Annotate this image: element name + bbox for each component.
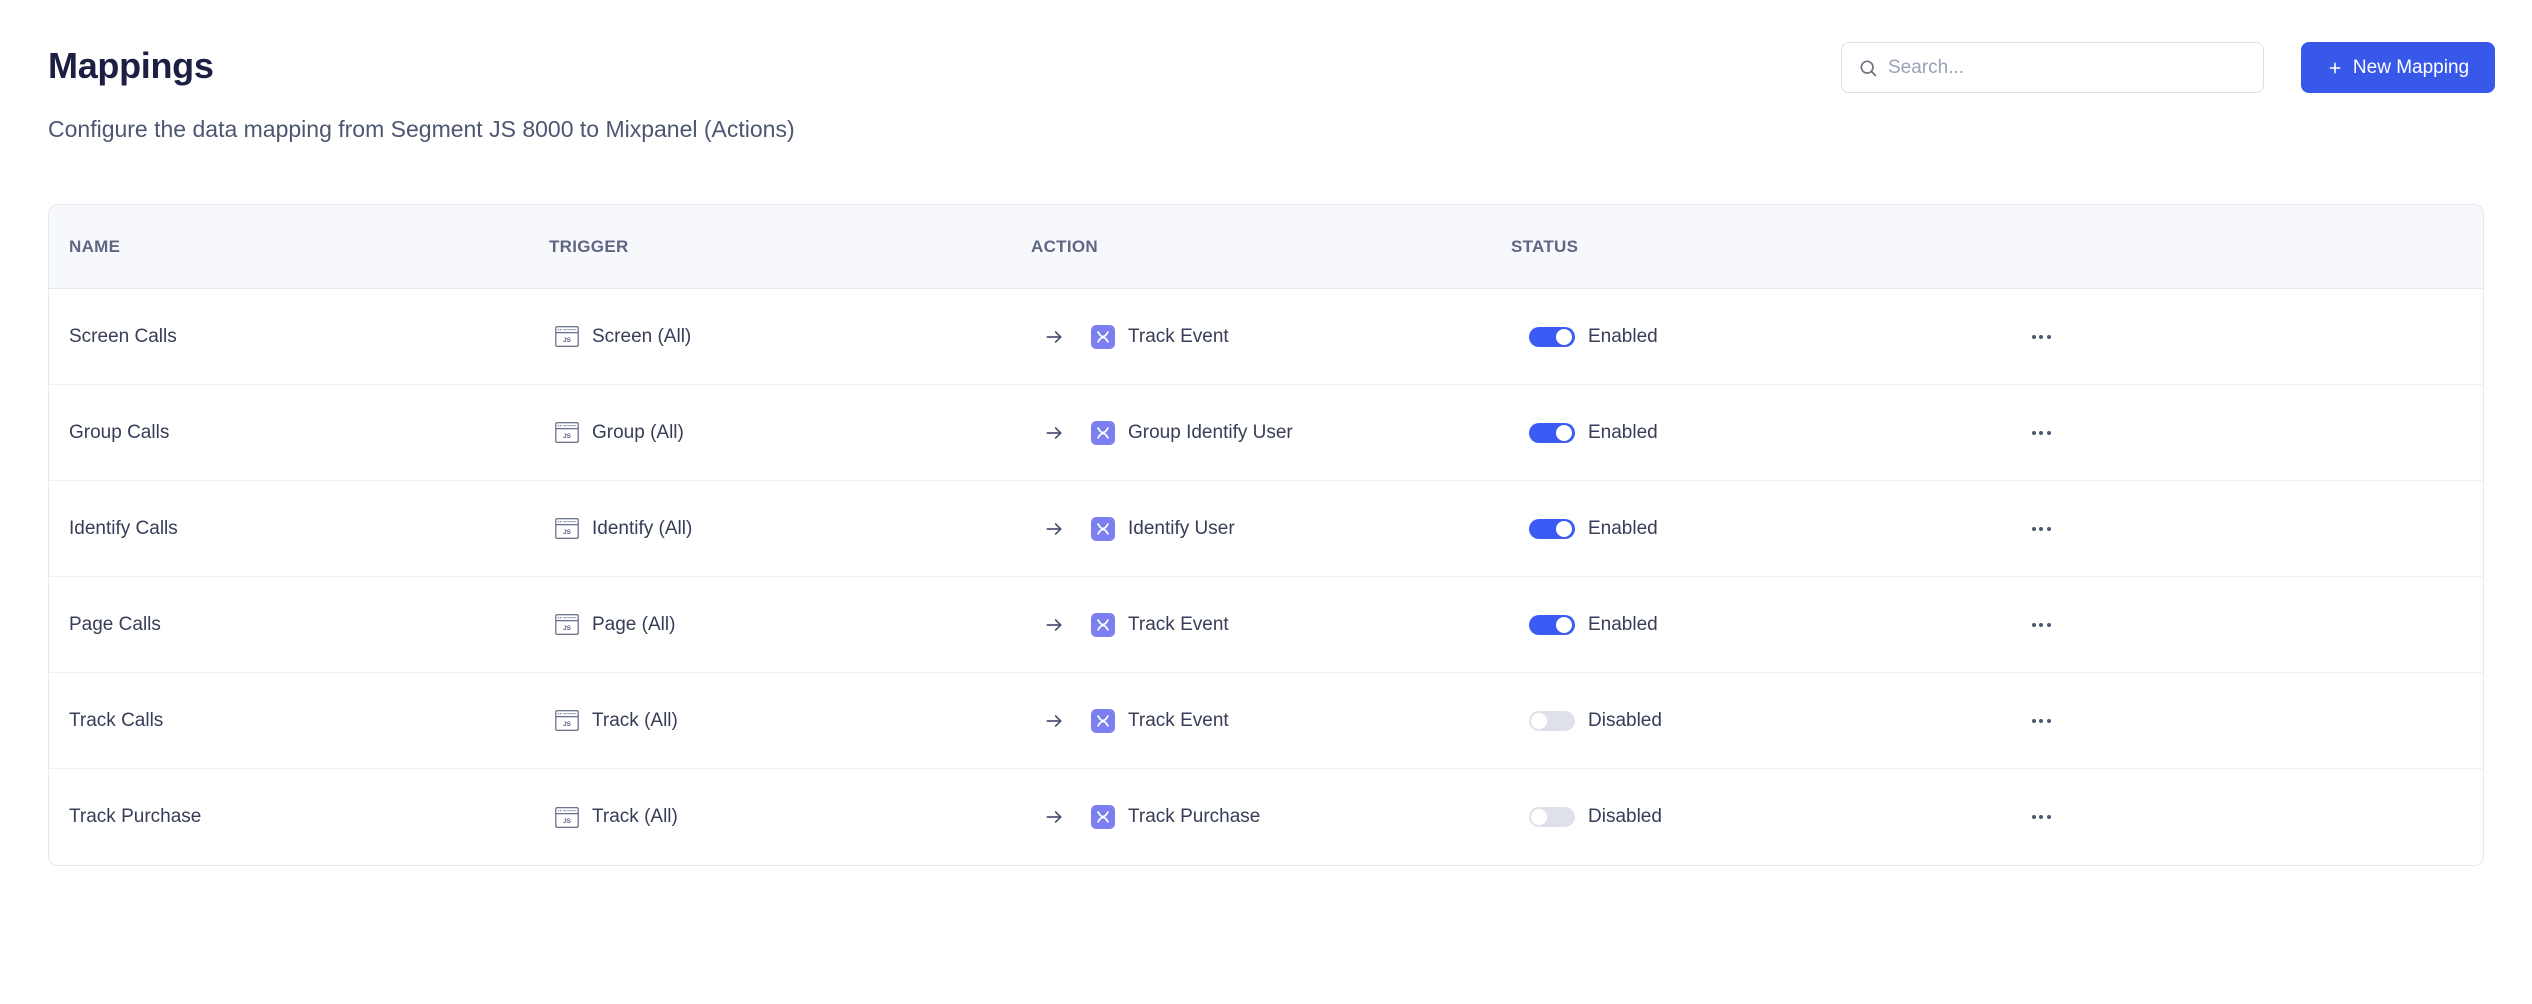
svg-text:JS: JS <box>563 721 571 728</box>
svg-text:JS: JS <box>563 433 571 440</box>
svg-text:JS: JS <box>563 625 571 632</box>
svg-text:JS: JS <box>563 529 571 536</box>
svg-text:JS: JS <box>563 337 571 344</box>
svg-text:JS: JS <box>563 817 571 824</box>
